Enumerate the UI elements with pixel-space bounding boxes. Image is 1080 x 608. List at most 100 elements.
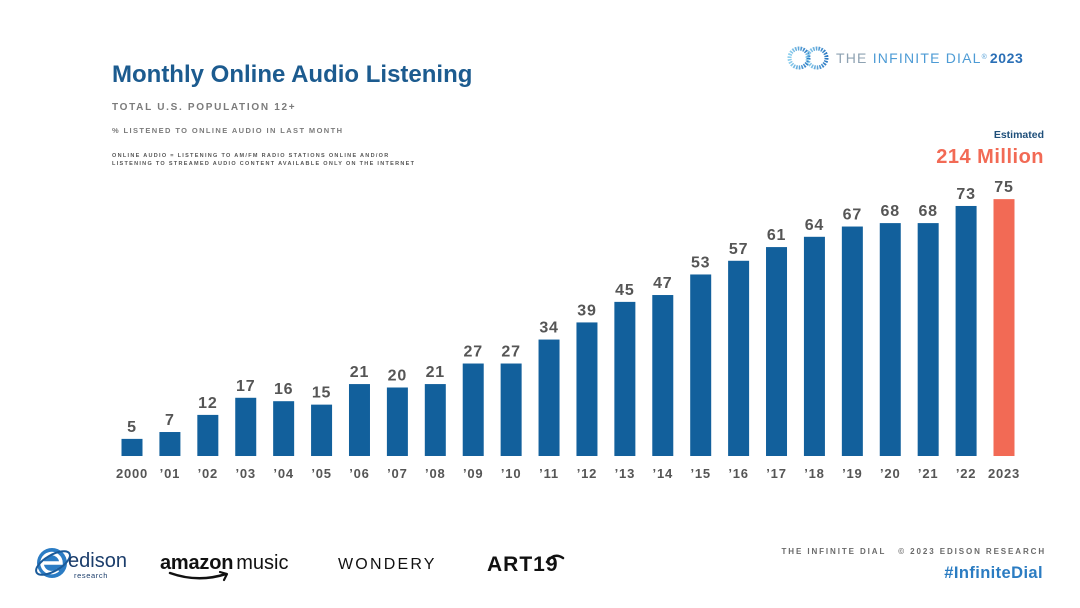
value-label-12: 39 <box>577 302 596 319</box>
x-tick-label-03: ’03 <box>235 466 255 481</box>
x-tick-label-01: ’01 <box>160 466 180 481</box>
x-tick-label-18: ’18 <box>804 466 824 481</box>
value-label-01: 7 <box>165 412 175 429</box>
x-tick-label-2023: 2023 <box>988 466 1020 481</box>
x-tick-label-21: ’21 <box>918 466 938 481</box>
value-label-21: 68 <box>918 203 937 220</box>
bar-2000 <box>121 438 143 457</box>
art19-swoosh-icon <box>545 551 565 569</box>
bar-10 <box>500 363 522 456</box>
bar-20 <box>879 223 901 456</box>
brand-registered-mark: ® <box>981 54 987 61</box>
value-label-16: 57 <box>729 241 748 258</box>
footer-credits: THE INFINITE DIAL © 2023 EDISON RESEARCH <box>782 547 1046 557</box>
value-label-02: 12 <box>198 395 217 412</box>
x-tick-label-15: ’15 <box>690 466 710 481</box>
bar-chart: 5 2000 7 ’01 12 ’02 17 ’03 16 ’04 15 ’05 21 ’06 20 ’07 2… <box>116 179 1020 481</box>
bar-16 <box>728 260 750 456</box>
music-word: music <box>236 552 289 574</box>
value-label-11: 34 <box>539 320 558 337</box>
bar-2023 <box>993 199 1015 457</box>
value-label-15: 53 <box>691 254 710 271</box>
bar-08 <box>424 384 446 456</box>
value-label-22: 73 <box>956 186 975 203</box>
wondery-logo: WONDERY <box>338 556 437 573</box>
estimated-population: 214 Million <box>936 146 1044 168</box>
value-label-08: 21 <box>426 364 445 381</box>
x-tick-label-07: ’07 <box>387 466 407 481</box>
x-tick-label-13: ’13 <box>615 466 635 481</box>
definition-line: ONLINE AUDIO = LISTENING TO AM/FM RADIO … <box>112 153 390 159</box>
bar-11 <box>538 339 560 456</box>
estimated-label: Estimated <box>993 129 1044 141</box>
edison-logo-subword: research <box>74 571 108 580</box>
x-tick-label-10: ’10 <box>501 466 521 481</box>
bar-15 <box>690 274 712 456</box>
x-tick-label-08: ’08 <box>425 466 445 481</box>
amazon-word: amazon <box>160 552 234 574</box>
bar-12 <box>576 322 598 456</box>
value-label-04: 16 <box>274 381 293 398</box>
value-label-03: 17 <box>236 378 255 395</box>
value-label-19: 67 <box>843 207 862 224</box>
amazon-smile-icon <box>168 569 232 587</box>
brand-the: THE <box>836 50 868 66</box>
bar-01 <box>159 432 181 456</box>
x-tick-label-12: ’12 <box>577 466 597 481</box>
value-label-05: 15 <box>312 385 331 402</box>
chart-definition-note: ONLINE AUDIO = LISTENING TO AM/FM RADIO … <box>112 152 415 168</box>
x-tick-label-09: ’09 <box>463 466 483 481</box>
bar-14 <box>652 295 674 456</box>
x-tick-label-06: ’06 <box>349 466 369 481</box>
infinite-dial-brand: THE INFINITE DIAL ® 2023 <box>787 44 1023 72</box>
chart-title: Monthly Online Audio Listening <box>112 61 473 88</box>
bar-21 <box>917 223 939 456</box>
edison-logo-icon <box>32 542 74 589</box>
x-tick-label-02: ’02 <box>198 466 218 481</box>
brand-name: INFINITE DIAL <box>872 50 982 66</box>
amazon-music-logo: amazon music <box>160 551 289 575</box>
infinity-icon <box>787 45 829 71</box>
edison-logo-word: edison <box>68 550 127 572</box>
value-label-07: 20 <box>388 368 407 385</box>
bar-19 <box>841 226 863 456</box>
value-label-20: 68 <box>881 203 900 220</box>
brand-year: 2023 <box>989 50 1024 66</box>
bar-22 <box>955 205 977 456</box>
bar-03 <box>235 397 257 457</box>
x-tick-label-19: ’19 <box>842 466 862 481</box>
x-tick-label-11: ’11 <box>539 466 559 481</box>
footer-copyright: © 2023 EDISON RESEARCH <box>898 547 1046 556</box>
art19-logo: ART19 <box>487 553 559 576</box>
value-label-2000: 5 <box>127 419 137 436</box>
value-label-09: 27 <box>464 344 483 361</box>
definition-line: LISTENING TO STREAMED AUDIO CONTENT AVAI… <box>112 161 416 167</box>
x-tick-label-16: ’16 <box>728 466 748 481</box>
x-tick-label-14: ’14 <box>653 466 673 481</box>
bar-05 <box>311 404 333 457</box>
x-tick-label-04: ’04 <box>273 466 293 481</box>
bar-17 <box>766 247 788 456</box>
bar-09 <box>462 363 484 456</box>
value-label-06: 21 <box>350 364 369 381</box>
value-label-2023: 75 <box>994 179 1013 196</box>
chart-subtitle: TOTAL U.S. POPULATION 12+ <box>112 102 297 113</box>
bar-06 <box>348 384 370 456</box>
bar-07 <box>386 387 408 456</box>
footer-publisher: THE INFINITE DIAL <box>781 547 887 556</box>
value-label-18: 64 <box>805 217 824 234</box>
bar-02 <box>197 414 219 456</box>
bar-04 <box>273 401 295 456</box>
x-tick-label-20: ’20 <box>880 466 900 481</box>
footer-hashtag: #InfiniteDial <box>944 564 1043 582</box>
value-label-17: 61 <box>767 227 786 244</box>
x-tick-label-22: ’22 <box>956 466 976 481</box>
chart-measure: % LISTENED TO ONLINE AUDIO IN LAST MONTH <box>112 126 344 135</box>
x-tick-label-17: ’17 <box>766 466 786 481</box>
value-label-14: 47 <box>653 275 672 292</box>
bar-13 <box>614 301 636 457</box>
value-label-10: 27 <box>501 344 520 361</box>
x-tick-label-2000: 2000 <box>116 466 148 481</box>
bar-18 <box>803 236 825 456</box>
